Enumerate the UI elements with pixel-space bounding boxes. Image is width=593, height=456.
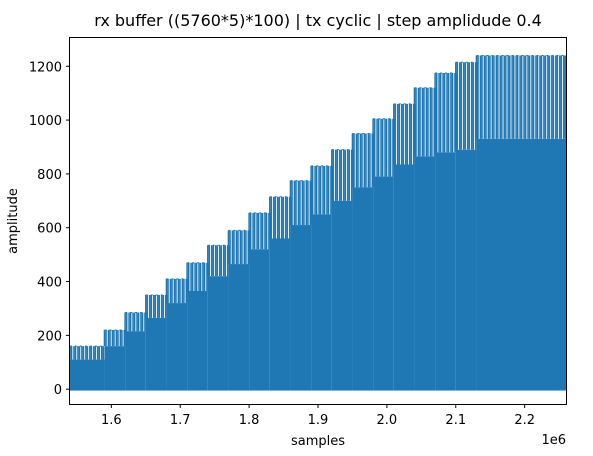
x-tick-label: 1.7 <box>170 413 191 428</box>
signal-spikes <box>455 62 478 150</box>
signal-spikes <box>70 346 105 360</box>
signal-spikes <box>434 72 458 153</box>
signal-spikes <box>289 180 313 226</box>
signal-spikes <box>165 278 189 304</box>
plot-area <box>70 54 566 391</box>
signal-spikes <box>103 329 127 347</box>
x-tick-label: 1.6 <box>101 413 122 428</box>
signal-body <box>187 290 208 391</box>
y-axis: 0 200 400 600 800 1000 1200 <box>29 60 70 398</box>
x-axis-offset-label: 1e6 <box>541 433 566 448</box>
signal-body <box>290 225 312 391</box>
signal-body <box>455 149 477 391</box>
x-axis-label: samples <box>291 434 345 449</box>
signal-spikes <box>372 118 396 177</box>
signal-body <box>435 152 456 391</box>
x-axis: 1.6 1.7 1.8 1.9 2.0 2.1 2.2 <box>101 404 535 428</box>
signal-spikes <box>227 230 251 265</box>
series-0 <box>70 54 566 391</box>
signal-body <box>166 303 188 391</box>
x-tick-label: 1.8 <box>239 413 260 428</box>
signal-spikes <box>186 262 210 291</box>
signal-spikes <box>310 165 334 215</box>
signal-spikes <box>351 133 375 188</box>
y-tick-label: 200 <box>37 329 62 344</box>
y-tick-label: 400 <box>37 276 62 291</box>
signal-body <box>476 138 566 391</box>
signal-body <box>373 176 394 391</box>
y-tick-label: 800 <box>37 168 62 183</box>
signal-body <box>311 214 332 391</box>
signal-body <box>331 200 353 391</box>
x-tick-label: 1.9 <box>308 413 329 428</box>
signal-spikes <box>248 212 272 250</box>
signal-spikes <box>331 149 354 201</box>
y-tick-label: 1200 <box>29 60 62 75</box>
signal-spikes <box>269 196 292 239</box>
signal-body <box>228 264 250 391</box>
signal-body <box>249 249 270 391</box>
signal-body <box>414 156 436 391</box>
signal-spikes <box>124 312 148 332</box>
x-tick-label: 2.0 <box>377 413 398 428</box>
signal-body <box>104 346 126 391</box>
signal-spikes <box>413 87 437 157</box>
signal-body <box>207 276 229 391</box>
x-tick-label: 2.2 <box>514 413 535 428</box>
y-axis-label: amplitude <box>6 188 21 254</box>
x-tick-label: 2.1 <box>445 413 466 428</box>
signal-spikes <box>393 103 416 165</box>
signal-spikes <box>475 55 566 139</box>
y-tick-label: 1000 <box>29 114 62 129</box>
signal-spikes <box>145 295 168 318</box>
y-tick-label: 600 <box>37 222 62 237</box>
chart-title: rx buffer ((5760*5)*100) | tx cyclic | s… <box>94 11 542 30</box>
signal-body <box>269 238 291 391</box>
y-tick-label: 0 <box>54 383 62 398</box>
signal-spikes <box>207 245 230 277</box>
signal-body <box>125 331 146 391</box>
signal-body <box>393 164 415 391</box>
signal-body <box>352 187 374 391</box>
signal-body <box>70 359 105 391</box>
signal-body <box>145 317 167 391</box>
